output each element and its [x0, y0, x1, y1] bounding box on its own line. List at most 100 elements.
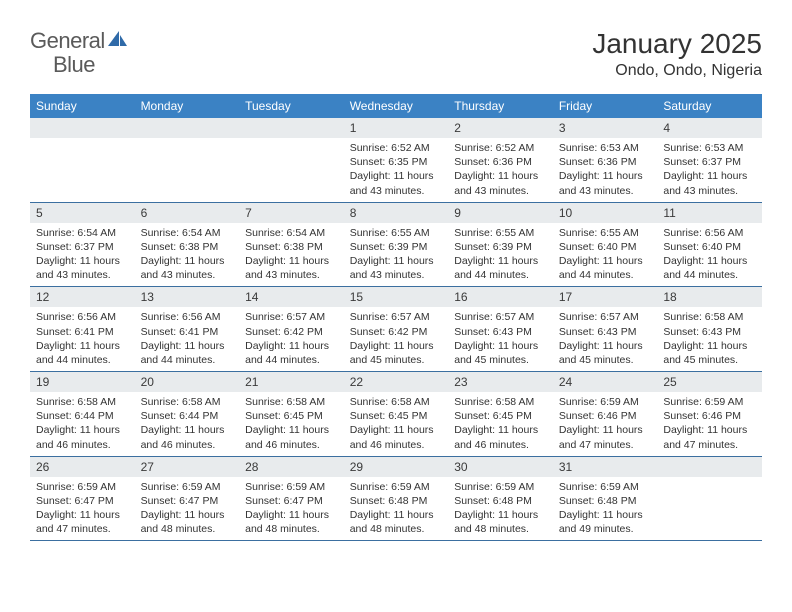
sunrise-text: Sunrise: 6:54 AM [141, 226, 234, 240]
daylight-text-1: Daylight: 11 hours [245, 423, 338, 437]
daylight-text-2: and 46 minutes. [350, 438, 443, 452]
day-number: 1 [344, 118, 449, 138]
daylight-text-1: Daylight: 11 hours [559, 508, 652, 522]
day-cell: 29Sunrise: 6:59 AMSunset: 6:48 PMDayligh… [344, 456, 449, 541]
logo: General [30, 28, 131, 54]
day-info: Sunrise: 6:58 AMSunset: 6:45 PMDaylight:… [344, 392, 449, 456]
day-number: 28 [239, 457, 344, 477]
day-number: 13 [135, 287, 240, 307]
sunset-text: Sunset: 6:40 PM [559, 240, 652, 254]
day-cell: 11Sunrise: 6:56 AMSunset: 6:40 PMDayligh… [657, 202, 762, 287]
day-info: Sunrise: 6:54 AMSunset: 6:38 PMDaylight:… [239, 223, 344, 287]
calendar-page: General January 2025 Ondo, Ondo, Nigeria… [0, 0, 792, 561]
daylight-text-2: and 44 minutes. [36, 353, 129, 367]
day-number: 23 [448, 372, 553, 392]
daylight-text-2: and 43 minutes. [245, 268, 338, 282]
day-number: 9 [448, 203, 553, 223]
day-info: Sunrise: 6:52 AMSunset: 6:35 PMDaylight:… [344, 138, 449, 202]
sunset-text: Sunset: 6:47 PM [36, 494, 129, 508]
day-cell: 4Sunrise: 6:53 AMSunset: 6:37 PMDaylight… [657, 118, 762, 202]
day-number: 21 [239, 372, 344, 392]
day-number: 5 [30, 203, 135, 223]
header: General January 2025 Ondo, Ondo, Nigeria [30, 28, 762, 80]
daylight-text-1: Daylight: 11 hours [141, 508, 234, 522]
sunset-text: Sunset: 6:42 PM [245, 325, 338, 339]
day-cell: 6Sunrise: 6:54 AMSunset: 6:38 PMDaylight… [135, 202, 240, 287]
calendar-body: 1Sunrise: 6:52 AMSunset: 6:35 PMDaylight… [30, 118, 762, 541]
logo-text-general: General [30, 28, 105, 54]
sunrise-text: Sunrise: 6:55 AM [350, 226, 443, 240]
sunrise-text: Sunrise: 6:57 AM [350, 310, 443, 324]
logo-text-blue: Blue [53, 52, 95, 77]
daylight-text-1: Daylight: 11 hours [663, 254, 756, 268]
daylight-text-2: and 44 minutes. [559, 268, 652, 282]
sunrise-text: Sunrise: 6:59 AM [454, 480, 547, 494]
day-info: Sunrise: 6:57 AMSunset: 6:43 PMDaylight:… [448, 307, 553, 371]
day-info: Sunrise: 6:56 AMSunset: 6:41 PMDaylight:… [30, 307, 135, 371]
day-number: 6 [135, 203, 240, 223]
day-cell: 5Sunrise: 6:54 AMSunset: 6:37 PMDaylight… [30, 202, 135, 287]
daylight-text-2: and 43 minutes. [350, 268, 443, 282]
day-cell: 25Sunrise: 6:59 AMSunset: 6:46 PMDayligh… [657, 372, 762, 457]
day-number: 8 [344, 203, 449, 223]
daylight-text-2: and 44 minutes. [141, 353, 234, 367]
sunrise-text: Sunrise: 6:58 AM [663, 310, 756, 324]
empty-day-cell [30, 118, 135, 202]
weekday-header: Tuesday [239, 94, 344, 118]
day-cell: 10Sunrise: 6:55 AMSunset: 6:40 PMDayligh… [553, 202, 658, 287]
sunset-text: Sunset: 6:45 PM [350, 409, 443, 423]
day-cell: 21Sunrise: 6:58 AMSunset: 6:45 PMDayligh… [239, 372, 344, 457]
sunset-text: Sunset: 6:39 PM [350, 240, 443, 254]
sunset-text: Sunset: 6:36 PM [559, 155, 652, 169]
sunrise-text: Sunrise: 6:54 AM [36, 226, 129, 240]
daylight-text-1: Daylight: 11 hours [350, 169, 443, 183]
day-number: 12 [30, 287, 135, 307]
logo-text-blue-wrap: Blue [53, 52, 95, 78]
sunset-text: Sunset: 6:36 PM [454, 155, 547, 169]
daylight-text-2: and 45 minutes. [454, 353, 547, 367]
day-cell: 28Sunrise: 6:59 AMSunset: 6:47 PMDayligh… [239, 456, 344, 541]
sunrise-text: Sunrise: 6:59 AM [559, 395, 652, 409]
sunrise-text: Sunrise: 6:57 AM [245, 310, 338, 324]
daylight-text-2: and 43 minutes. [350, 184, 443, 198]
empty-day-num [657, 457, 762, 477]
day-cell: 14Sunrise: 6:57 AMSunset: 6:42 PMDayligh… [239, 287, 344, 372]
sunset-text: Sunset: 6:47 PM [245, 494, 338, 508]
daylight-text-2: and 48 minutes. [454, 522, 547, 536]
daylight-text-1: Daylight: 11 hours [141, 254, 234, 268]
day-cell: 24Sunrise: 6:59 AMSunset: 6:46 PMDayligh… [553, 372, 658, 457]
day-info: Sunrise: 6:57 AMSunset: 6:43 PMDaylight:… [553, 307, 658, 371]
sunrise-text: Sunrise: 6:59 AM [663, 395, 756, 409]
weekday-header: Friday [553, 94, 658, 118]
empty-day-num [30, 118, 135, 138]
day-cell: 27Sunrise: 6:59 AMSunset: 6:47 PMDayligh… [135, 456, 240, 541]
day-cell: 30Sunrise: 6:59 AMSunset: 6:48 PMDayligh… [448, 456, 553, 541]
day-info: Sunrise: 6:59 AMSunset: 6:47 PMDaylight:… [135, 477, 240, 541]
daylight-text-1: Daylight: 11 hours [36, 339, 129, 353]
sunrise-text: Sunrise: 6:56 AM [141, 310, 234, 324]
daylight-text-2: and 48 minutes. [245, 522, 338, 536]
sunrise-text: Sunrise: 6:52 AM [454, 141, 547, 155]
sunrise-text: Sunrise: 6:59 AM [141, 480, 234, 494]
calendar-week-row: 26Sunrise: 6:59 AMSunset: 6:47 PMDayligh… [30, 456, 762, 541]
sunset-text: Sunset: 6:46 PM [559, 409, 652, 423]
day-number: 11 [657, 203, 762, 223]
daylight-text-1: Daylight: 11 hours [663, 339, 756, 353]
day-number: 7 [239, 203, 344, 223]
sunrise-text: Sunrise: 6:55 AM [559, 226, 652, 240]
sunset-text: Sunset: 6:35 PM [350, 155, 443, 169]
sunrise-text: Sunrise: 6:59 AM [36, 480, 129, 494]
day-info: Sunrise: 6:59 AMSunset: 6:47 PMDaylight:… [30, 477, 135, 541]
day-number: 10 [553, 203, 658, 223]
calendar-week-row: 5Sunrise: 6:54 AMSunset: 6:37 PMDaylight… [30, 202, 762, 287]
day-number: 27 [135, 457, 240, 477]
daylight-text-1: Daylight: 11 hours [454, 254, 547, 268]
empty-day-cell [239, 118, 344, 202]
empty-day-num [135, 118, 240, 138]
day-info: Sunrise: 6:59 AMSunset: 6:47 PMDaylight:… [239, 477, 344, 541]
day-cell: 7Sunrise: 6:54 AMSunset: 6:38 PMDaylight… [239, 202, 344, 287]
sunset-text: Sunset: 6:38 PM [245, 240, 338, 254]
daylight-text-1: Daylight: 11 hours [350, 423, 443, 437]
daylight-text-1: Daylight: 11 hours [559, 169, 652, 183]
sunrise-text: Sunrise: 6:53 AM [559, 141, 652, 155]
